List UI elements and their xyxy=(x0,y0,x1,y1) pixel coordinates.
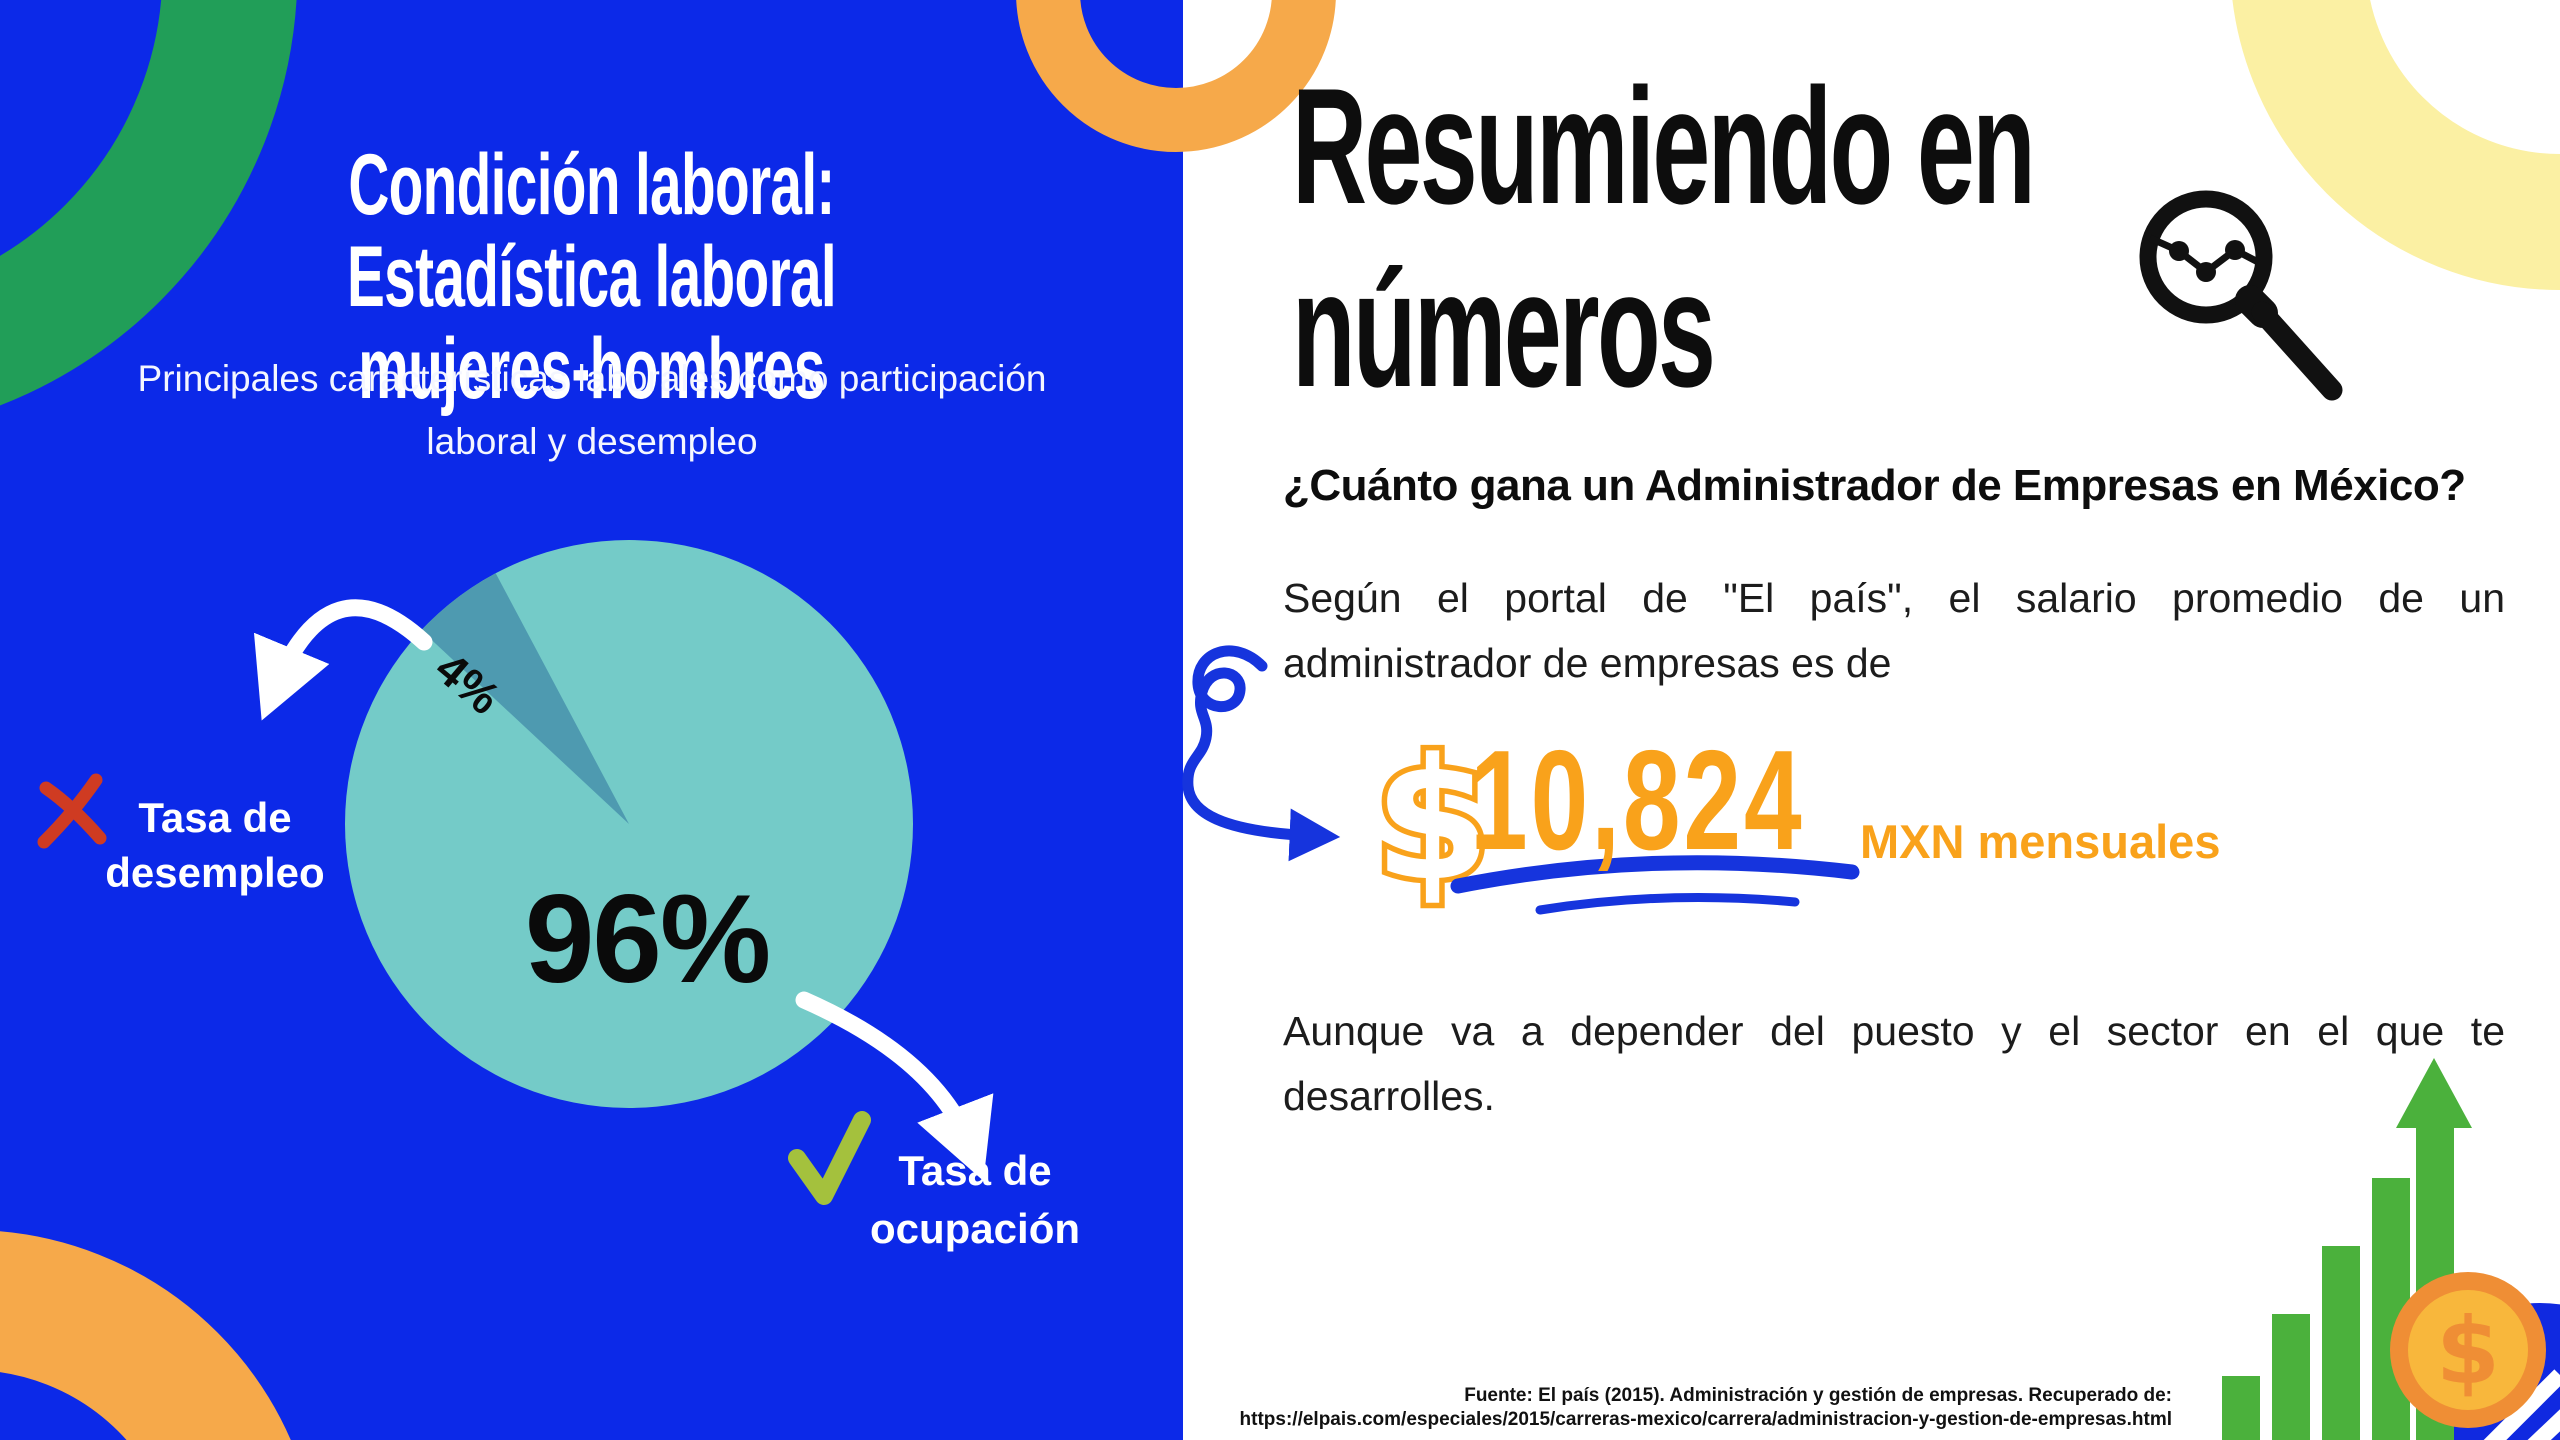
orange-arc-bottom-decoration xyxy=(0,1231,291,1440)
currency-symbol: $ xyxy=(1374,722,1491,918)
pie-slice-unemployment xyxy=(421,573,629,824)
left-title: Condición laboral: Estadística laboral m… xyxy=(201,139,982,415)
source-line2: https://elpais.com/especiales/2015/carre… xyxy=(1239,1409,2172,1430)
employment-label-line2: ocupación xyxy=(869,1205,1081,1252)
growth-arrow-head xyxy=(2396,1058,2472,1128)
green-arc-decoration xyxy=(0,0,297,406)
employment-label: Tasa de ocupación xyxy=(800,1142,1150,1258)
source-citation: Fuente: El país (2015). Administración y… xyxy=(1212,1384,2172,1432)
unemployment-label-line2: desempleo xyxy=(105,849,325,896)
pie-label-96-percent: 96% xyxy=(524,870,771,1009)
orange-ring-decoration xyxy=(1016,0,1336,152)
source-line1: Fuente: El país (2015). Administración y… xyxy=(1464,1385,2172,1406)
left-title-line2: mujeres-hombres xyxy=(358,321,825,417)
spiral-arrow xyxy=(1182,645,1341,862)
left-title-line1: Condición laboral: Estadística laboral xyxy=(346,137,837,325)
check-mark-icon xyxy=(788,1111,871,1205)
coin-icon: $ xyxy=(2390,1272,2546,1428)
arrow-to-employment xyxy=(795,991,994,1181)
arrow-to-unemployment xyxy=(253,599,433,721)
magnifier-chart-icon xyxy=(2139,190,2343,401)
unemployment-label: Tasa de desempleo xyxy=(40,790,390,900)
unemployment-label-line1: Tasa de xyxy=(138,794,292,841)
right-title-line2: números xyxy=(1292,237,1716,421)
left-subtitle: Principales características laborales co… xyxy=(137,358,1047,462)
right-title: Resumiendo en números xyxy=(1292,55,2048,421)
coin-dollar-glyph: $ xyxy=(2436,1298,2500,1405)
pie-chart xyxy=(345,540,913,1108)
salary-amount: 10,824 xyxy=(1470,721,1805,880)
right-title-line1: Resumiendo en xyxy=(1292,54,2036,238)
note-paragraph: Aunque va a depender del puesto y el sec… xyxy=(1283,1008,2505,1119)
brush-underline xyxy=(1450,855,1860,915)
yellow-ring-decoration xyxy=(2232,0,2560,290)
employment-label-line1: Tasa de xyxy=(898,1147,1052,1194)
salary-question: ¿Cuánto gana un Administrador de Empresa… xyxy=(1283,461,2466,510)
salary-unit: MXN mensuales xyxy=(1860,815,2221,868)
x-mark-icon xyxy=(37,773,107,849)
intro-paragraph: Según el portal de "El país", el salario… xyxy=(1283,575,2505,686)
